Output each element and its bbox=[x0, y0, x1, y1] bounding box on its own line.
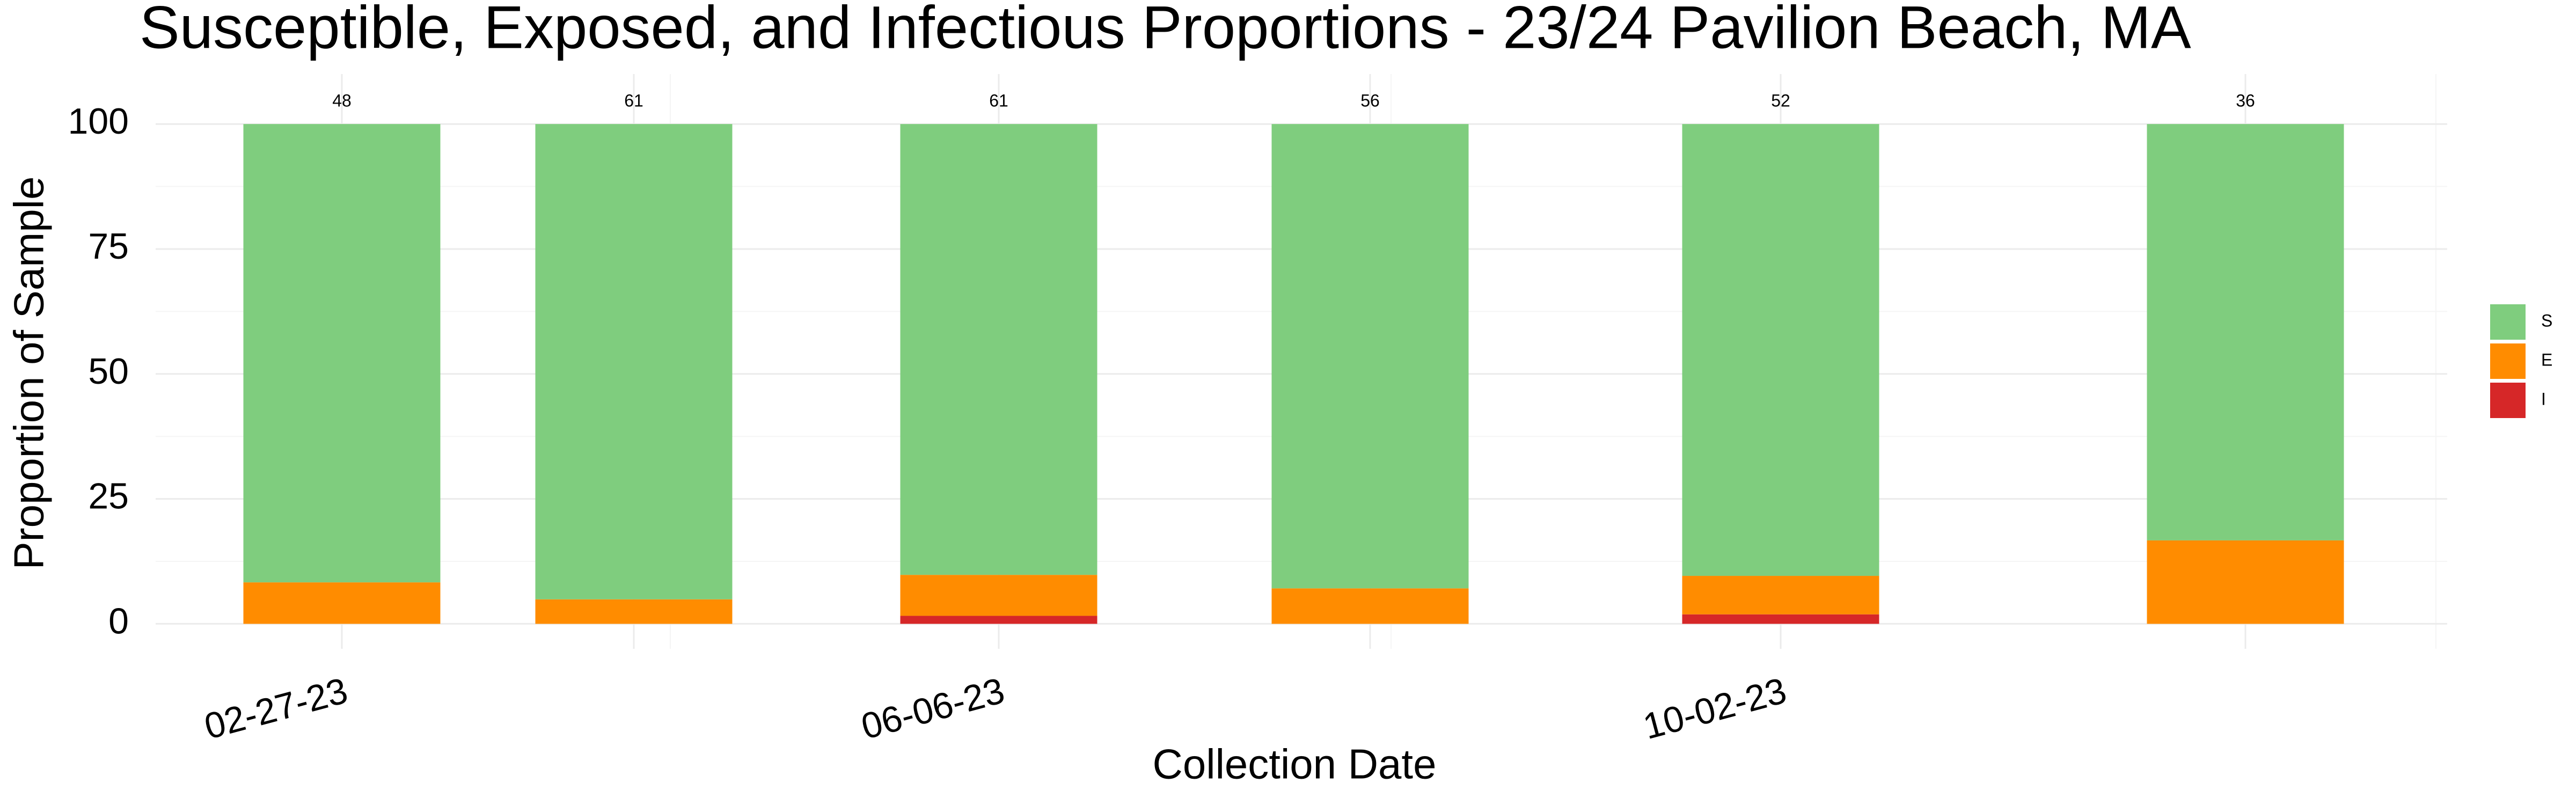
bar-segment bbox=[243, 582, 441, 624]
bar-segment bbox=[1682, 576, 1879, 614]
bar-segment bbox=[1682, 124, 1879, 576]
x-tick-label: 06-06-23 bbox=[857, 670, 1009, 747]
legend-key bbox=[2490, 343, 2526, 379]
x-tick-label: 02-27-23 bbox=[200, 670, 352, 747]
legend-key bbox=[2490, 383, 2526, 418]
y-tick-label: 0 bbox=[108, 601, 129, 641]
bar-segment bbox=[900, 575, 1097, 616]
bar-segment bbox=[1682, 614, 1879, 624]
count-label: 36 bbox=[2236, 91, 2255, 110]
chart-title: Susceptible, Exposed, and Infectious Pro… bbox=[140, 0, 2191, 61]
y-tick-label: 75 bbox=[88, 226, 129, 267]
count-label: 52 bbox=[1771, 91, 1790, 110]
legend-label: I bbox=[2541, 389, 2546, 408]
bar-segment bbox=[243, 124, 441, 583]
bar-segment bbox=[900, 616, 1097, 624]
bar-segment bbox=[535, 124, 733, 599]
count-label: 61 bbox=[989, 91, 1008, 110]
bar-segment bbox=[2147, 540, 2344, 624]
legend-label: E bbox=[2541, 350, 2552, 369]
legend-key bbox=[2490, 304, 2526, 340]
legend-label: S bbox=[2541, 311, 2552, 330]
y-tick-label: 100 bbox=[68, 101, 129, 142]
bar-segment bbox=[1271, 588, 1469, 624]
y-tick-label: 25 bbox=[88, 476, 129, 517]
count-label: 56 bbox=[1360, 91, 1380, 110]
count-label: 61 bbox=[624, 91, 643, 110]
bar-segment bbox=[1271, 124, 1469, 589]
x-axis-title: Collection Date bbox=[1153, 741, 1437, 788]
bar-segment bbox=[535, 599, 733, 624]
y-tick-label: 50 bbox=[88, 351, 129, 392]
bar-segment bbox=[900, 124, 1097, 575]
x-tick-label: 10-02-23 bbox=[1639, 670, 1791, 747]
bar-segment bbox=[2147, 124, 2344, 540]
count-label: 48 bbox=[332, 91, 352, 110]
y-axis-title: Proportion of Sample bbox=[5, 177, 53, 570]
